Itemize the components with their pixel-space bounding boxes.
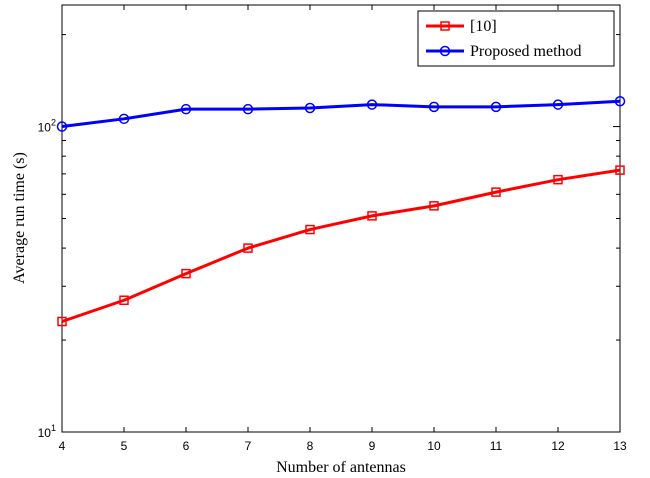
legend: [10] Proposed method (417, 10, 615, 67)
y-axis-label: Average run time (s) (11, 152, 28, 284)
data-point-series-2 (366, 99, 378, 110)
y-axis-ticks: 101 102 (38, 118, 620, 440)
y-tick-label: 102 (38, 118, 56, 135)
data-point-series-2 (118, 113, 130, 125)
data-point-series-1 (57, 316, 67, 327)
x-tick-label: 4 (59, 439, 66, 453)
data-point-series-1 (367, 211, 377, 221)
x-tick-label: 13 (613, 439, 627, 453)
data-point-series-1 (491, 187, 501, 197)
x-tick-label: 10 (427, 439, 441, 453)
data-point-series-1 (181, 268, 191, 279)
data-point-series-2 (428, 101, 440, 113)
data-point-series-2 (304, 102, 316, 114)
x-tick-label: 5 (121, 439, 128, 453)
x-tick-label: 9 (369, 439, 376, 453)
x-tick-label: 11 (490, 439, 503, 453)
data-point-series-1 (429, 201, 439, 211)
legend-marker-series-1 (440, 21, 450, 31)
data-point-series-2 (56, 121, 68, 132)
x-tick-label: 12 (551, 439, 565, 453)
y-tick-label: 101 (38, 423, 56, 440)
data-point-series-2 (490, 101, 502, 113)
x-tick-label: 8 (307, 439, 314, 453)
plot-area (61, 4, 621, 433)
data-point-series-2 (614, 96, 626, 107)
data-point-series-1 (553, 174, 563, 185)
data-point-series-1 (615, 165, 625, 175)
x-axis-ticks: 4 5 6 7 8 9 10 11 12 13 (59, 5, 627, 453)
legend-box (417, 10, 615, 67)
x-tick-label: 7 (245, 439, 252, 453)
data-point-series-1 (243, 243, 253, 253)
data-point-series-2 (180, 103, 192, 115)
data-point-series-1 (119, 295, 129, 305)
legend-label-series-1: [10] (470, 18, 497, 35)
data-point-series-2 (242, 103, 254, 115)
series-line-2 (61, 99, 621, 129)
x-tick-label: 6 (183, 439, 190, 453)
legend-label-series-2: Proposed method (470, 43, 582, 60)
series-line-1 (61, 168, 621, 323)
x-axis-label: Number of antennas (276, 459, 406, 476)
legend-marker-series-2 (439, 45, 451, 57)
series-layer (56, 96, 626, 327)
data-point-series-2 (552, 99, 564, 110)
data-point-series-1 (305, 224, 315, 235)
